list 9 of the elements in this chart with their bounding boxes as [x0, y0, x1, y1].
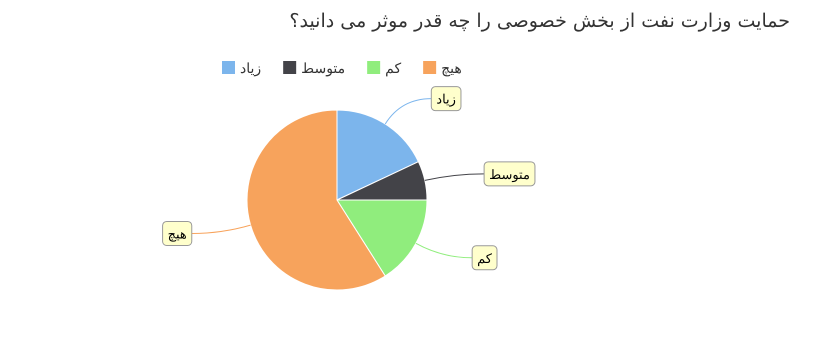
legend-label: زیاد	[240, 61, 262, 77]
slice-label: زیاد	[436, 92, 456, 108]
title: حمایت وزارت نفت از بخش خصوصی را چه قدر موثر می دانید؟	[289, 10, 790, 32]
slice-label: هیچ	[168, 227, 187, 242]
slice-label: کم	[477, 252, 493, 267]
legend-label: هیچ	[441, 61, 462, 77]
legend-label: کم	[385, 61, 402, 77]
legend-label: متوسط	[301, 61, 346, 77]
slice-label: متوسط	[489, 168, 530, 183]
